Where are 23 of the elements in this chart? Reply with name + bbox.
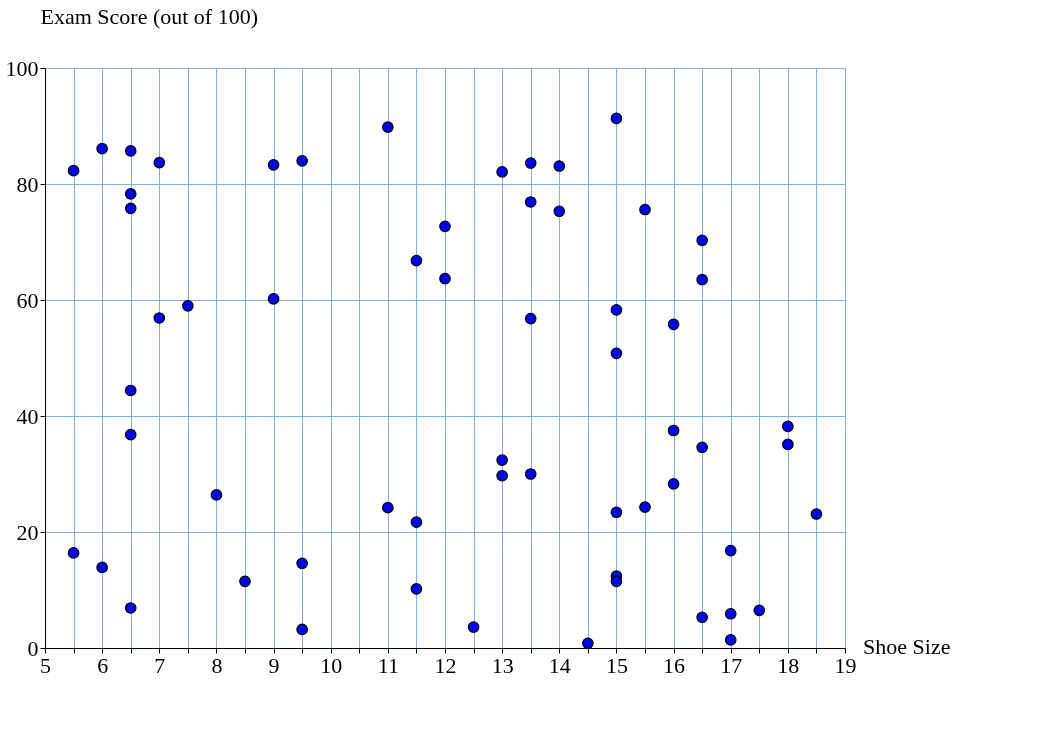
y-tick-label: 40 bbox=[16, 403, 39, 429]
x-axis-title: Shoe Size bbox=[863, 633, 951, 659]
y-tick-label: 60 bbox=[16, 287, 39, 313]
x-tick-label: 14 bbox=[548, 652, 571, 678]
x-tick-label: 11 bbox=[377, 652, 399, 678]
y-tick-label: 0 bbox=[27, 635, 39, 661]
y-tick-label: 100 bbox=[5, 55, 39, 81]
x-tick-label: 6 bbox=[97, 652, 109, 678]
x-tick-label: 5 bbox=[40, 652, 51, 678]
x-tick-label: 10 bbox=[320, 652, 343, 678]
x-tick-label: 19 bbox=[834, 652, 857, 678]
y-tick-label: 20 bbox=[16, 519, 39, 545]
x-tick-label: 8 bbox=[211, 652, 223, 678]
x-tick-label: 15 bbox=[605, 652, 628, 678]
x-tick-label: 7 bbox=[154, 652, 166, 678]
x-tick-label: 18 bbox=[777, 652, 800, 678]
y-tick-label: 80 bbox=[16, 171, 39, 197]
y-axis-title: Exam Score (out of 100) bbox=[40, 3, 258, 29]
x-tick-label: 13 bbox=[491, 652, 514, 678]
x-tick-label: 17 bbox=[720, 652, 743, 678]
x-tick-label: 9 bbox=[268, 652, 280, 678]
x-tick-label: 16 bbox=[663, 652, 686, 678]
x-tick-label: 12 bbox=[434, 652, 457, 678]
